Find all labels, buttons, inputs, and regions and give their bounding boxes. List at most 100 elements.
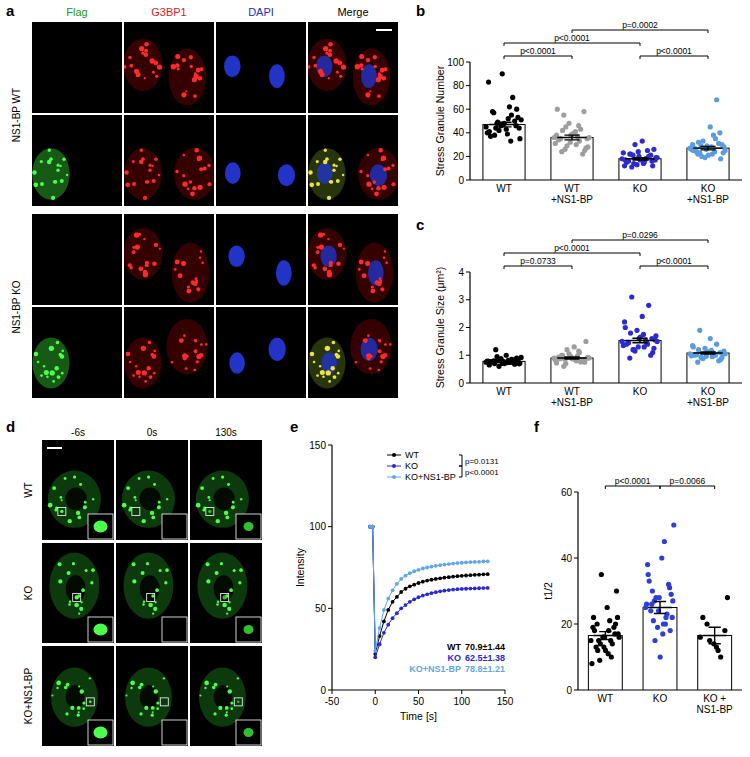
granule	[142, 370, 147, 375]
x-tick-label: 100	[453, 696, 470, 707]
granule	[335, 165, 338, 168]
data-point	[695, 151, 700, 156]
category-label: KO	[633, 386, 648, 397]
cell-body	[51, 668, 98, 727]
data-point	[714, 342, 719, 347]
data-point	[668, 628, 673, 633]
granule	[221, 475, 224, 478]
text-line: +NS1-BP	[551, 397, 593, 408]
column-header: Flag	[66, 6, 87, 18]
granule	[132, 374, 135, 377]
data-point	[611, 625, 616, 630]
data-point	[717, 130, 722, 135]
data-point	[443, 563, 447, 567]
granule	[185, 367, 188, 370]
granule	[144, 706, 148, 710]
granule	[343, 247, 345, 249]
granule	[174, 268, 177, 271]
data-point	[412, 569, 416, 573]
granule	[227, 483, 230, 486]
granule	[194, 339, 197, 342]
data-point	[725, 595, 730, 600]
nucleus	[140, 685, 159, 709]
data-point	[573, 129, 578, 134]
granule	[196, 287, 200, 291]
micrograph	[308, 115, 398, 206]
y-tick	[466, 180, 470, 181]
granule	[152, 685, 154, 687]
data-point	[391, 616, 395, 620]
data-point	[430, 591, 434, 595]
p-value: p=0.0002	[622, 20, 658, 30]
nucleus	[66, 685, 85, 709]
granule	[126, 486, 130, 490]
cytoplasm	[308, 148, 346, 199]
granule	[84, 501, 87, 504]
granule	[152, 71, 155, 74]
data-point	[623, 325, 628, 330]
micrograph	[116, 646, 188, 746]
granule	[165, 568, 169, 572]
granule	[77, 515, 81, 519]
data-point	[564, 347, 569, 352]
granule	[124, 170, 128, 174]
granule	[136, 370, 141, 375]
data-point	[670, 598, 675, 603]
granule	[175, 170, 178, 173]
granule	[380, 287, 384, 291]
granule	[318, 69, 323, 74]
granule	[54, 180, 58, 184]
granule	[61, 350, 64, 353]
nucleus	[214, 575, 234, 601]
series-line	[370, 527, 488, 658]
granule	[230, 707, 233, 710]
micrograph	[32, 307, 122, 398]
scale-bar	[47, 447, 62, 449]
granule	[359, 259, 364, 264]
p-value: p=0.0066	[669, 476, 705, 486]
y-axis	[469, 62, 470, 180]
granule	[366, 182, 371, 187]
y-tick-label: 20	[453, 151, 465, 162]
data-point	[460, 574, 464, 578]
y-axis-label: Stress Granule Size (μm²)	[434, 267, 446, 389]
granule	[319, 365, 321, 367]
panel-label: b	[416, 2, 425, 19]
data-point	[650, 588, 655, 593]
granule	[322, 375, 325, 378]
plateau-label: KO+NS1-BP78.8±1.21	[409, 664, 505, 674]
y-axis	[577, 492, 578, 690]
granule	[208, 510, 211, 513]
data-point	[606, 628, 611, 633]
legend-label: KO	[405, 461, 418, 471]
x-tick-label: 0	[372, 696, 378, 707]
granule	[199, 167, 203, 171]
micrograph	[124, 22, 214, 113]
image-background	[32, 307, 122, 398]
p-value: p<0.0001	[554, 33, 590, 43]
plateau-value: 78.8±1.21	[465, 664, 505, 674]
granule	[133, 496, 136, 499]
micrograph	[124, 214, 214, 305]
data-point	[438, 563, 442, 567]
data-point	[599, 572, 604, 577]
data-point	[412, 583, 416, 587]
granule	[77, 594, 80, 597]
granule	[70, 706, 74, 710]
category-label: WT	[598, 693, 614, 704]
micrograph	[216, 115, 306, 206]
granule	[381, 155, 386, 160]
granule	[48, 149, 51, 152]
granule	[92, 498, 94, 500]
granule	[204, 681, 209, 686]
data-point	[576, 348, 581, 353]
data-point	[670, 615, 675, 620]
granule	[365, 92, 370, 97]
granule	[313, 266, 317, 270]
text-line: WT	[564, 386, 580, 397]
granule	[371, 188, 374, 191]
granule	[358, 268, 361, 271]
granule	[149, 58, 154, 63]
granule	[199, 353, 204, 358]
data-point	[606, 651, 611, 656]
